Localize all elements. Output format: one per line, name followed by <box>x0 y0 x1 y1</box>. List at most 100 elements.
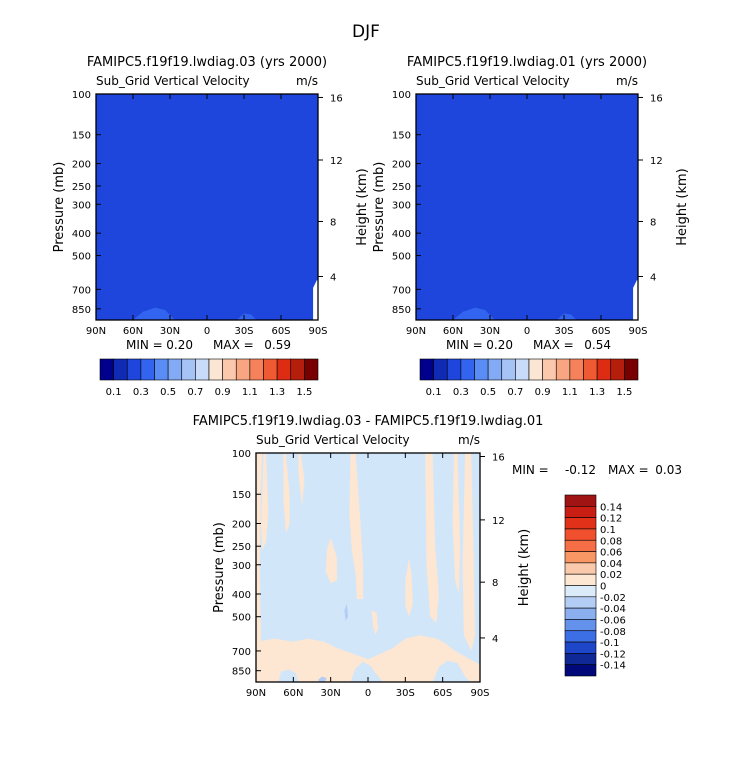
colorbar-box <box>501 358 516 381</box>
y2-tick-label: 4 <box>492 634 498 645</box>
colorbar-box <box>460 358 475 381</box>
y2-axis-title: Height (km) <box>517 529 532 606</box>
colorbar-box <box>564 506 597 518</box>
colorbar-label: 0.7 <box>187 387 203 398</box>
y-axis-title: Pressure (mb) <box>212 522 227 613</box>
y-tick-label: 300 <box>392 200 411 211</box>
contour-region-5 <box>325 537 337 584</box>
colorbar-label: 0.1 <box>106 387 122 398</box>
max-label: MAX = <box>608 463 649 477</box>
colorbar-box <box>564 528 597 541</box>
colorbar-box <box>276 358 292 381</box>
y-tick-label: 200 <box>392 160 411 171</box>
colorbar-box <box>569 358 584 381</box>
x-tick-label: 60S <box>433 688 452 699</box>
min-label: MIN = <box>126 338 163 352</box>
x-tick-label: 0 <box>365 688 371 699</box>
colorbar-box <box>542 358 557 381</box>
colorbar-label: 0.04 <box>600 559 622 570</box>
colorbar-label: 1.3 <box>589 387 605 398</box>
colorbar-box <box>564 664 597 677</box>
min-label: MIN = <box>512 463 549 477</box>
y-tick-label: 850 <box>392 305 411 316</box>
x-tick-label: 60N <box>443 326 463 337</box>
x-tick-label: 90N <box>246 688 266 699</box>
y-tick-label: 500 <box>392 252 411 263</box>
colorbar-label: 1.5 <box>296 387 312 398</box>
colorbar-label: -0.14 <box>600 661 626 672</box>
x-tick-label: 60N <box>283 688 303 699</box>
colorbar-label: 0 <box>600 582 606 593</box>
colorbar-box <box>583 358 598 381</box>
x-tick-label: 90N <box>406 326 426 337</box>
y2-axis-title: Height (km) <box>675 168 690 245</box>
x-tick-label: 0 <box>204 326 210 337</box>
contour-region-7 <box>371 610 378 636</box>
colorbar-box <box>140 358 155 381</box>
y2-axis-title: Height (km) <box>355 168 370 245</box>
x-tick-label: 60S <box>271 326 290 337</box>
colorbar-box <box>564 517 597 530</box>
colorbar-box <box>624 358 639 381</box>
contour-region-2 <box>556 313 577 320</box>
colorbar: 0.140.120.10.080.060.040.020-0.02-0.04-0… <box>564 494 626 677</box>
colorbar-label: -0.12 <box>600 649 626 660</box>
colorbar-box <box>487 358 503 381</box>
y2-tick-label: 4 <box>330 273 336 284</box>
y-tick-label: 400 <box>232 590 251 601</box>
min-label: MIN = <box>446 338 483 352</box>
colorbar-box <box>208 358 223 381</box>
x-tick-label: 90N <box>86 326 106 337</box>
plot-subtitle: Sub_Grid Vertical Velocity <box>416 74 570 88</box>
colorbar-label: 1.3 <box>269 387 285 398</box>
colorbar-label: 0.9 <box>215 387 231 398</box>
colorbar-label: 0.7 <box>507 387 523 398</box>
max-label: MAX = <box>533 338 574 352</box>
contour-region-1 <box>133 307 175 320</box>
contour-region-17 <box>344 603 349 621</box>
colorbar-box <box>126 358 142 381</box>
y2-tick-label: 12 <box>330 156 343 167</box>
colorbar-label: 0.02 <box>600 570 622 581</box>
y-tick-label: 400 <box>72 229 91 240</box>
x-tick-label: 90S <box>470 688 489 699</box>
contour-region-4 <box>298 453 305 507</box>
y-tick-label: 150 <box>232 490 251 501</box>
colorbar-box <box>528 358 543 381</box>
plot-units: m/s <box>296 74 318 88</box>
y-tick-label: 150 <box>392 131 411 142</box>
y-axis-title: Pressure (mb) <box>372 162 387 253</box>
y-tick-label: 300 <box>72 200 91 211</box>
x-tick-label: 0 <box>524 326 530 337</box>
colorbar: 0.1 0.3 0.5 0.7 0.9 1.1 1.3 1.5 <box>419 358 639 398</box>
colorbar-box <box>419 358 434 381</box>
colorbar-label: 0.5 <box>480 387 496 398</box>
contour-region-1 <box>453 307 495 320</box>
y2-tick-label: 16 <box>330 93 343 104</box>
colorbar-label: -0.06 <box>600 615 626 626</box>
y-tick-label: 250 <box>232 542 251 553</box>
contour-region-3 <box>313 280 318 320</box>
contour-field <box>96 94 318 320</box>
y-tick-label: 200 <box>232 520 251 531</box>
colorbar-box <box>113 358 128 381</box>
x-tick-label: 60N <box>123 326 143 337</box>
colorbar-box <box>195 358 210 381</box>
colorbar-box <box>249 358 264 381</box>
y-tick-label: 100 <box>232 449 251 460</box>
contour-region-9 <box>425 453 439 623</box>
field-background <box>96 94 318 320</box>
plot-title: FAMIPC5.f19f19.lwdiag.03 - FAMIPC5.f19f1… <box>193 414 544 429</box>
plot-units: m/s <box>616 74 638 88</box>
contour-region-13 <box>350 661 383 682</box>
y2-tick-label: 12 <box>492 516 505 527</box>
plot-title: FAMIPC5.f19f19.lwdiag.03 (yrs 2000) <box>87 55 327 70</box>
max-value: 0.03 <box>655 463 682 477</box>
colorbar-label: 0.14 <box>600 502 622 513</box>
x-tick-label: 30N <box>160 326 180 337</box>
y-tick-label: 500 <box>72 252 91 263</box>
colorbar-box <box>290 358 305 381</box>
colorbar-label: 1.1 <box>242 387 258 398</box>
contour-region-2 <box>261 453 269 551</box>
x-tick-label: 30S <box>234 326 253 337</box>
